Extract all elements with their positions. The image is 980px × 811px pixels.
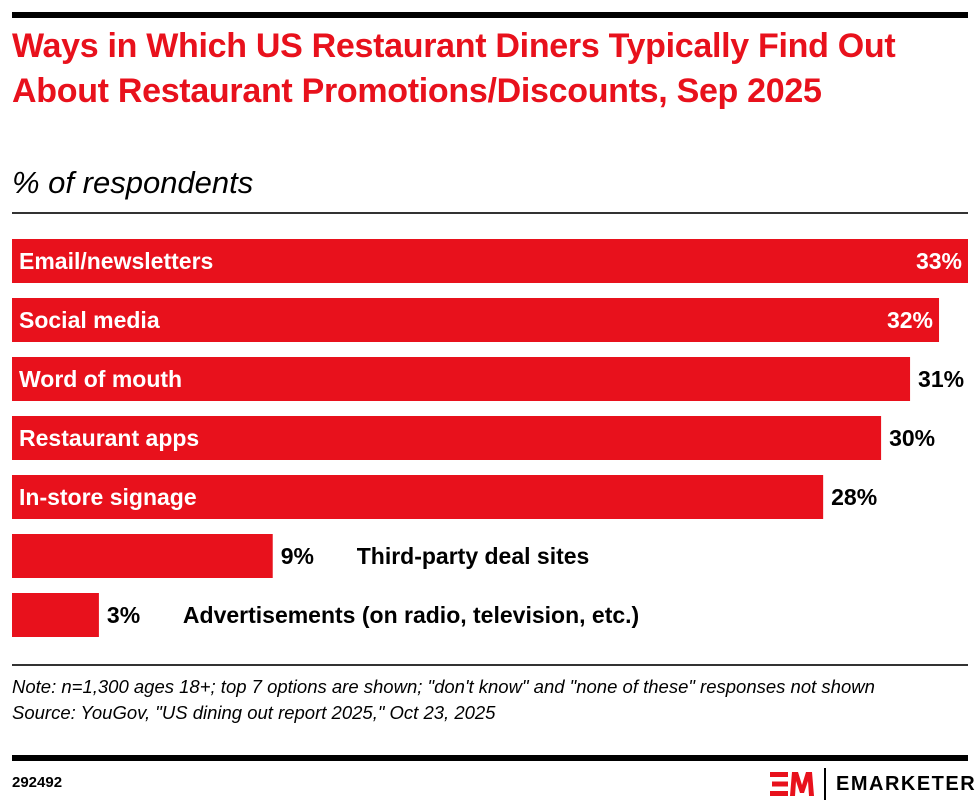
- category-label: In-store signage: [19, 484, 197, 510]
- value-label: 33%: [916, 248, 962, 274]
- category-label: Word of mouth: [19, 366, 182, 392]
- bar: [12, 534, 273, 578]
- value-label: 3%: [107, 602, 140, 628]
- emarketer-logo: EMARKETER: [770, 768, 976, 800]
- category-label: Advertisements (on radio, television, et…: [183, 602, 639, 628]
- value-label: 30%: [889, 425, 935, 451]
- brand-name: EMARKETER: [836, 772, 977, 795]
- footnote: Note: n=1,300 ages 18+; top 7 options ar…: [12, 674, 962, 726]
- logo-separator: [824, 768, 826, 800]
- bar: [12, 475, 824, 519]
- value-label: 31%: [918, 366, 964, 392]
- category-label: Social media: [19, 307, 160, 333]
- bottom-rule: [12, 755, 968, 761]
- top-rule: [12, 12, 968, 18]
- bar: [12, 593, 99, 637]
- footer-divider: [12, 664, 968, 666]
- chart-id: 292492: [12, 774, 63, 791]
- bar: [12, 298, 940, 342]
- value-label: 32%: [887, 307, 933, 333]
- value-label: 28%: [831, 484, 877, 510]
- bar: [12, 239, 968, 283]
- chart-subtitle: % of respondents: [12, 165, 254, 200]
- category-label: Restaurant apps: [19, 425, 199, 451]
- chart-title: Ways in Which US Restaurant Diners Typic…: [12, 27, 896, 110]
- category-label: Email/newsletters: [19, 248, 213, 274]
- source-text: Source: YouGov, "US dining out report 20…: [12, 702, 496, 723]
- em-logo-icon: [770, 772, 814, 796]
- bar: [12, 357, 911, 401]
- value-label: 9%: [281, 543, 314, 569]
- note-text: Note: n=1,300 ages 18+; top 7 options ar…: [12, 676, 875, 697]
- category-label: Third-party deal sites: [357, 543, 590, 569]
- bar-chart: 33% Email/newsletters 32% Social media 31% Wo…: [12, 239, 968, 637]
- header-divider: [12, 212, 968, 214]
- bar: [12, 416, 882, 460]
